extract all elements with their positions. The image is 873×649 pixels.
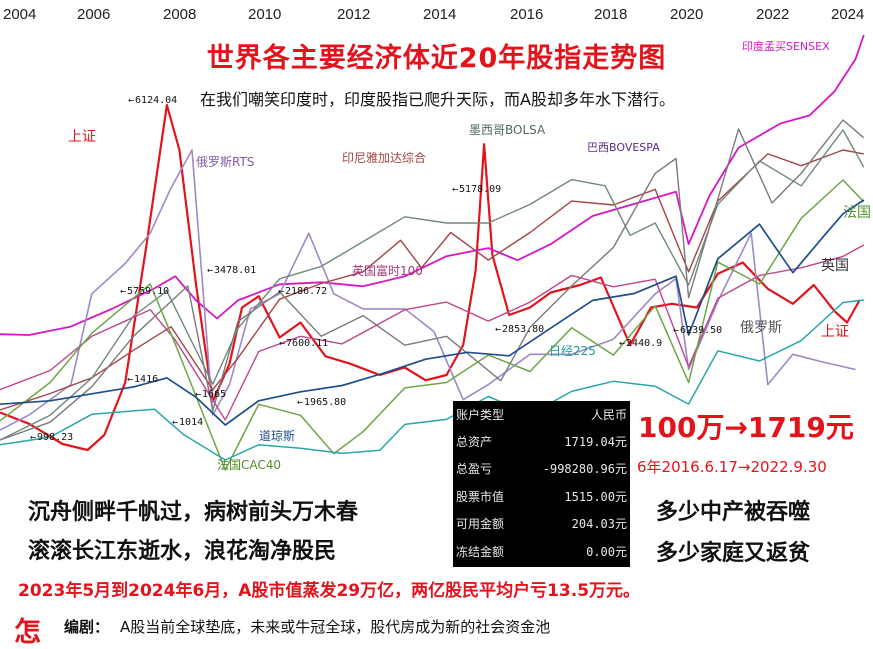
account-row: 可用金额 204.03元	[456, 515, 627, 535]
series-label-nikkei: 日经225	[549, 344, 596, 358]
annotation: 5759.10	[120, 286, 169, 297]
poem-line-1: 沉舟侧畔千帆过，病树前头万木春	[28, 500, 359, 525]
account-row: 股票市值 1515.00元	[456, 488, 627, 508]
annotation: 6124.04	[128, 95, 177, 106]
series-line	[0, 119, 865, 441]
x-tick-label: 2016	[510, 6, 544, 23]
annotation: 998.23	[30, 432, 73, 443]
account-panel: 账户类型 人民币 总资产 1719.04元 总盈亏 -998280.96元 股票市值 1…	[453, 401, 630, 567]
editor-mark: 怎	[14, 617, 41, 648]
page-title: 世界各主要经济体近20年股指走势图	[206, 43, 667, 74]
bottom-caption: 2023年5月到2024年6月，A股市值蒸发29万亿，两亿股民平均户亏13.5万…	[18, 581, 641, 601]
series-line	[0, 149, 856, 431]
series-label-france: 法国	[843, 205, 871, 221]
page-subtitle: 在我们嘲笑印度时，印度股指已爬升天际，而A股却多年水下潜行。	[200, 90, 675, 109]
poem-line-2: 滚滚长江东逝水，浪花淘净股民	[28, 539, 337, 564]
editor-text: A股当前全球垫底，未来或牛冠全球，股代房成为新的社会资金池	[120, 618, 551, 636]
series-label-shanghai: 上证	[68, 129, 96, 145]
account-value: -998280.96元	[542, 462, 627, 476]
account-row: 冻结金额 0.00元	[456, 543, 627, 563]
annotation: 2186.72	[278, 286, 327, 297]
series-label-brazil: 巴西BOVESPA	[587, 141, 660, 154]
account-value: 1515.00元	[564, 490, 627, 504]
series-label-mexico: 墨西哥BOLSA	[469, 123, 546, 137]
series-label-ftse: 英国富时100	[352, 264, 423, 278]
account-value: 0.00元	[586, 545, 627, 559]
series-line	[0, 179, 865, 471]
annotation: 5178.09	[452, 184, 501, 195]
account-value: 204.03元	[571, 517, 627, 531]
series-label-dow: 道琼斯	[259, 429, 296, 443]
x-tick-label: 2020	[670, 6, 704, 23]
account-key: 可用金额	[456, 517, 505, 531]
account-key: 股票市值	[456, 490, 505, 504]
series-line	[0, 34, 865, 336]
x-tick-label: 2022	[756, 6, 790, 23]
annotation: 2853.80	[495, 324, 544, 335]
annotation: 1965.80	[297, 397, 346, 408]
series-line	[0, 199, 865, 426]
account-row: 总盈亏 -998280.96元	[456, 460, 627, 480]
x-tick-label: 2012	[337, 6, 371, 23]
annotation: 6239.50	[673, 325, 722, 336]
annotation: 7600.11	[279, 338, 328, 349]
series-line	[0, 244, 865, 421]
annotation: 2440.9	[619, 338, 662, 349]
annotation: 1665	[195, 389, 226, 400]
series-label-uk: 英国	[821, 258, 849, 274]
series-line	[0, 129, 865, 441]
period-caption: 6年2016.6.17→2022.9.30	[637, 458, 827, 476]
x-tick-label: 2010	[248, 6, 282, 23]
account-key: 总盈亏	[456, 462, 493, 476]
account-row: 账户类型 人民币	[456, 406, 627, 426]
annotation: 1014	[172, 417, 203, 428]
series-label-jakarta: 印尼雅加达综合	[342, 151, 427, 165]
series-label-russia-rts: 俄罗斯RTS	[196, 155, 255, 169]
account-key: 总资产	[456, 435, 493, 449]
account-key: 账户类型	[456, 408, 505, 422]
x-tick-label: 2018	[594, 6, 628, 23]
right-caption-1: 多少中产被吞噬	[656, 500, 811, 525]
x-tick-label: 2008	[163, 6, 197, 23]
series-label-cac40: 法国CAC40	[217, 458, 282, 472]
x-tick-label: 2014	[423, 6, 457, 23]
series-label-shanghai-end: 上证	[821, 324, 849, 340]
account-value: 人民币	[590, 408, 627, 422]
series-line	[0, 149, 864, 411]
right-caption-2: 多少家庭又返贫	[656, 541, 811, 566]
account-value: 1719.04元	[564, 435, 627, 449]
annotation: 1416	[127, 374, 158, 385]
loss-caption: 100万→1719元	[638, 411, 854, 444]
x-tick-label: 2006	[77, 6, 111, 23]
series-label-russia: 俄罗斯	[740, 320, 782, 336]
editor-label: 编剧：	[64, 618, 110, 636]
annotation: 3478.01	[207, 265, 256, 276]
account-row: 总资产 1719.04元	[456, 433, 627, 453]
account-key: 冻结金额	[456, 545, 505, 559]
series-label-india: 印度孟买SENSEX	[742, 40, 830, 53]
x-tick-label: 2004	[3, 6, 37, 23]
x-tick-label: 2024	[831, 6, 865, 23]
